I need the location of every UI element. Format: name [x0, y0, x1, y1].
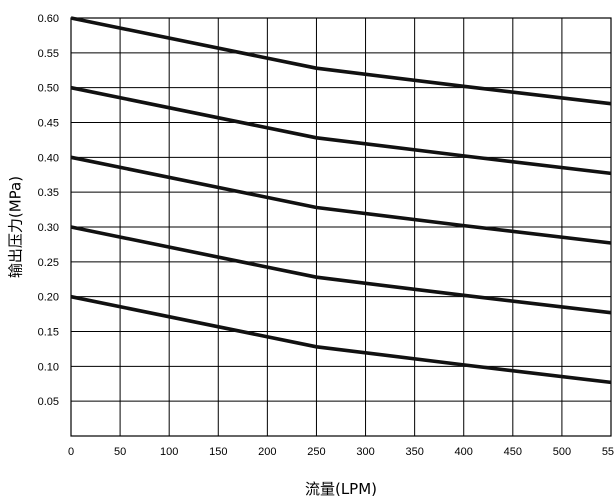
x-tick-label: 150 — [209, 446, 227, 458]
y-tick-label: 0.15 — [38, 327, 59, 339]
series-line-5 — [70, 294, 612, 385]
x-tick-label: 300 — [356, 446, 374, 458]
y-tick-label: 0.35 — [38, 187, 59, 199]
y-tick-label: 0.20 — [38, 292, 59, 304]
x-tick-label: 100 — [160, 446, 178, 458]
x-tick-label: 50 — [114, 446, 126, 458]
y-tick-label: 0.30 — [38, 222, 59, 234]
series-line-4 — [70, 225, 612, 315]
series-layer — [70, 16, 612, 385]
x-tick-label: 200 — [258, 446, 276, 458]
x-tick-label: 500 — [553, 446, 571, 458]
y-tick-label: 0.40 — [38, 152, 59, 164]
x-tick-label: 250 — [307, 446, 325, 458]
y-tick-label: 0.10 — [38, 361, 59, 373]
x-tick-label: 350 — [405, 446, 423, 458]
x-axis-label: 流量(LPM) — [305, 480, 377, 498]
x-tick-label: 400 — [455, 446, 473, 458]
y-tick-label: 0.45 — [38, 118, 59, 130]
series-line-3 — [70, 155, 612, 245]
y-tick-labels: 0.05 0.10 0.15 0.20 0.25 0.30 0.35 0.40 0.45 0.50… — [38, 13, 59, 408]
y-tick-label: 0.25 — [38, 257, 59, 269]
y-tick-label: 0.55 — [38, 48, 59, 60]
y-tick-label: 0.60 — [38, 13, 59, 25]
y-axis-label: 输出压力(MPa) — [7, 176, 25, 278]
x-tick-label: 0 — [68, 446, 74, 458]
series-line-2 — [70, 85, 612, 176]
y-tick-label: 0.05 — [38, 396, 59, 408]
x-tick-labels: 0 50 100 150 200 250 300 350 400 450 500 550 — [68, 446, 614, 458]
x-tick-label: 450 — [504, 446, 522, 458]
x-tick-label: 550 — [602, 446, 614, 458]
y-tick-label: 0.50 — [38, 83, 59, 95]
series-line-1 — [70, 16, 612, 106]
